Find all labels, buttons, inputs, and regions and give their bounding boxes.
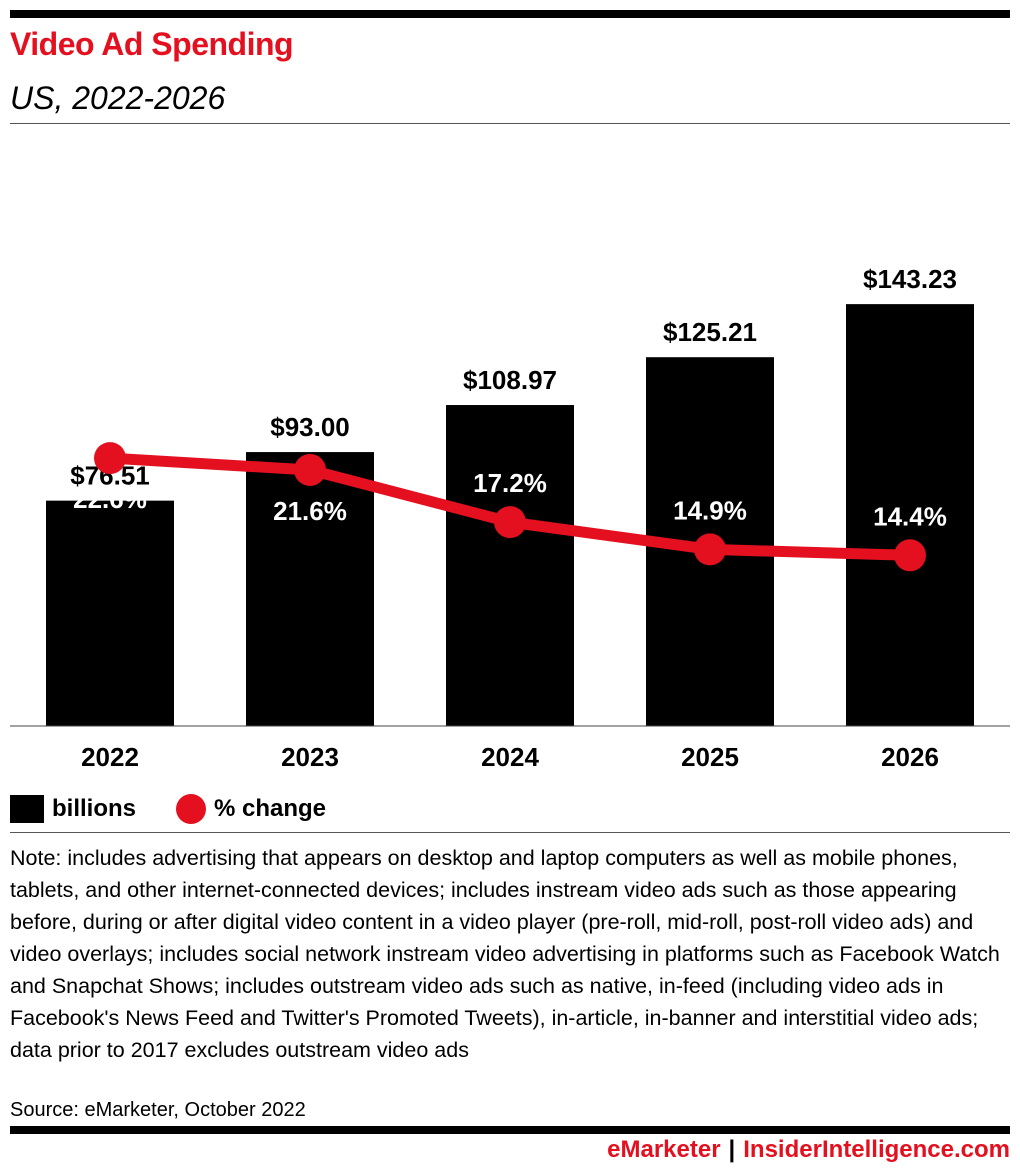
line-value-label: 22.6% <box>73 484 147 514</box>
bottom-rule <box>10 1126 1010 1134</box>
line-value-label: 14.9% <box>673 495 747 525</box>
legend-bar-swatch <box>10 795 44 823</box>
legend-rule <box>10 832 1010 833</box>
legend-bar-label: billions <box>52 795 136 822</box>
legend-line-label: % change <box>214 795 327 822</box>
line-value-label: 21.6% <box>273 496 347 526</box>
chart-area: $76.512022$93.002023$108.972024$125.2120… <box>10 264 1010 772</box>
chart-source: Source: eMarketer, October 2022 <box>10 1099 306 1121</box>
bar-value-label: $143.23 <box>863 264 957 294</box>
chart-subtitle: US, 2022-2026 <box>10 80 226 116</box>
bar-value-label: $108.97 <box>463 365 557 395</box>
x-tick-label: 2026 <box>881 742 939 772</box>
line-point-2023 <box>294 453 326 486</box>
line-value-label: 14.4% <box>873 501 947 531</box>
line-point-2024 <box>494 506 526 539</box>
bar-2024 <box>446 405 574 726</box>
x-tick-label: 2023 <box>281 742 339 772</box>
footer-separator: | <box>728 1136 736 1163</box>
top-rule <box>10 10 1010 18</box>
bar-2023 <box>246 452 374 726</box>
bar-2022 <box>46 500 174 726</box>
bar-value-label: $125.21 <box>663 317 757 347</box>
footer-brand-insider: InsiderIntelligence.com <box>743 1136 1010 1163</box>
legend-line-swatch <box>176 794 206 824</box>
subtitle-rule <box>10 123 1010 124</box>
line-point-2022 <box>94 442 126 475</box>
footer-brand-emarketer: eMarketer <box>607 1136 721 1163</box>
bar-value-label: $93.00 <box>270 412 350 442</box>
legend: billions % change <box>10 792 366 826</box>
line-point-2025 <box>694 533 726 566</box>
x-tick-label: 2025 <box>681 742 739 772</box>
line-value-label: 17.2% <box>473 468 547 498</box>
line-point-2026 <box>894 539 926 572</box>
x-tick-label: 2024 <box>481 742 539 772</box>
bar-2026 <box>846 304 974 726</box>
x-tick-label: 2022 <box>81 742 139 772</box>
chart-note: Note: includes advertising that appears … <box>10 846 1000 1062</box>
footer-brand: eMarketer | InsiderIntelligence.com <box>607 1136 1010 1164</box>
chart-title: Video Ad Spending <box>10 26 294 62</box>
